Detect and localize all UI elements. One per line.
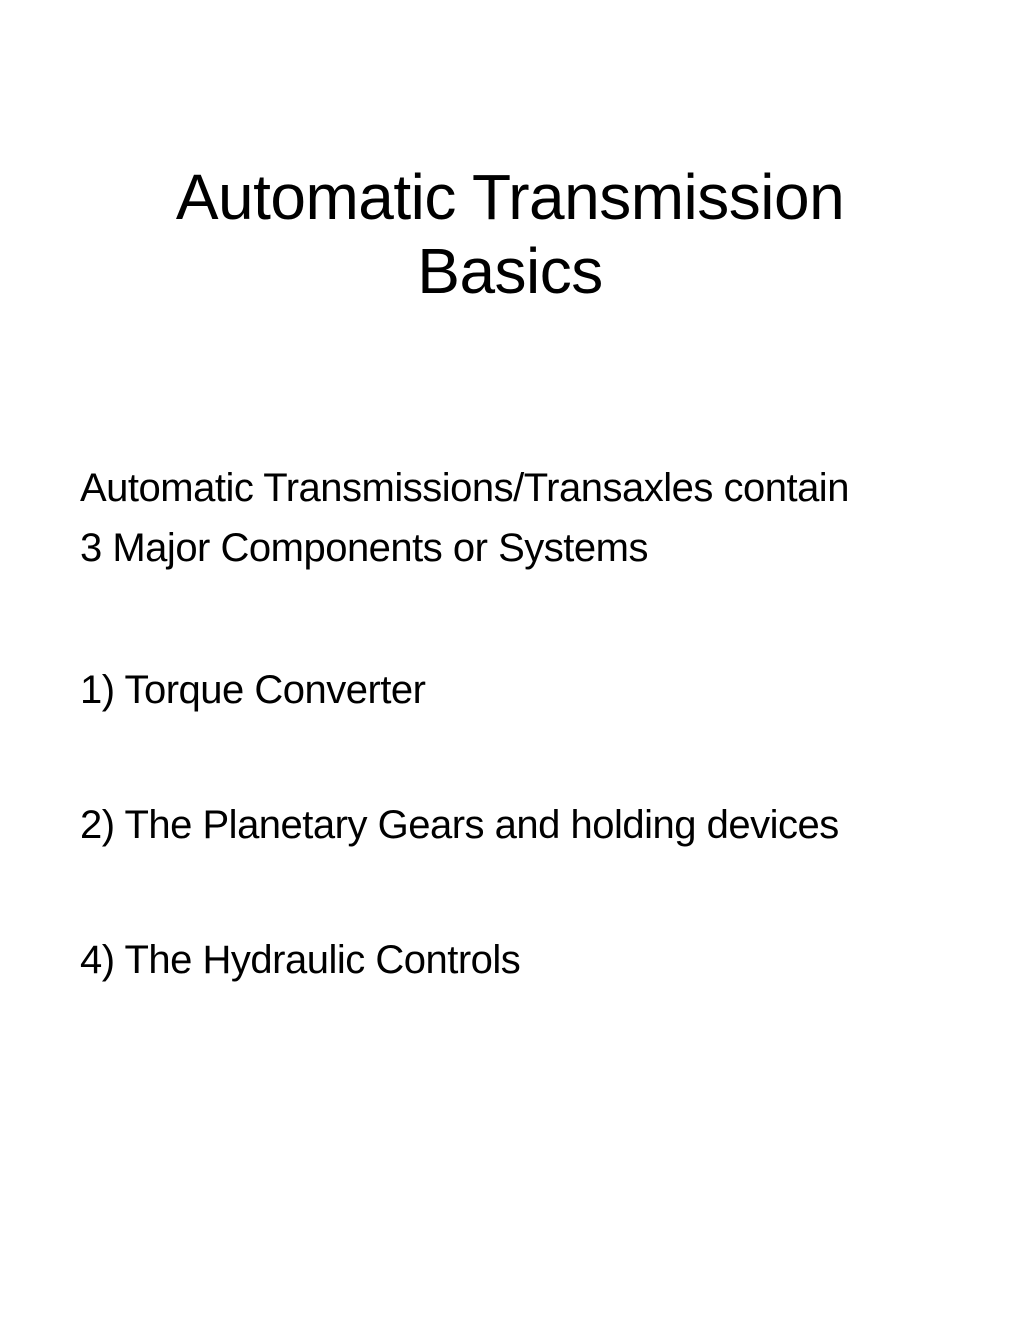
list-item-3: 4) The Hydraulic Controls — [80, 938, 940, 983]
slide-title: Automatic Transmission Basics — [80, 160, 940, 308]
list-item-1: 1) Torque Converter — [80, 668, 940, 713]
intro-line-1: Automatic Transmissions/Transaxles conta… — [80, 458, 940, 518]
intro-block: Automatic Transmissions/Transaxles conta… — [80, 458, 940, 578]
list-item-2: 2) The Planetary Gears and holding devic… — [80, 803, 940, 848]
intro-line-2: 3 Major Components or Systems — [80, 518, 940, 578]
